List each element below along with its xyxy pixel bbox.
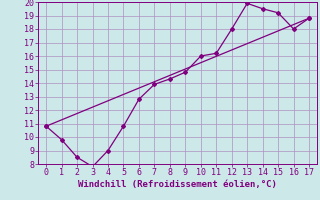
- X-axis label: Windchill (Refroidissement éolien,°C): Windchill (Refroidissement éolien,°C): [78, 180, 277, 189]
